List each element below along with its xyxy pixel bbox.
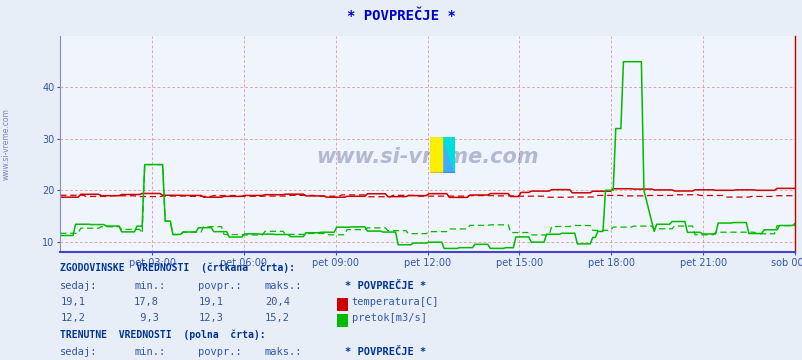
- Text: pretok[m3/s]: pretok[m3/s]: [351, 313, 426, 323]
- Bar: [429, 137, 442, 173]
- Text: 17,8: 17,8: [134, 297, 159, 307]
- Text: TRENUTNE  VREDNOSTI  (polna  črta):: TRENUTNE VREDNOSTI (polna črta):: [60, 329, 265, 340]
- Text: sedaj:: sedaj:: [60, 281, 98, 291]
- Text: 9,3: 9,3: [134, 313, 159, 323]
- Text: maks.:: maks.:: [265, 347, 302, 357]
- Text: 15,2: 15,2: [265, 313, 290, 323]
- Polygon shape: [442, 137, 455, 173]
- Bar: [442, 137, 455, 173]
- Text: min.:: min.:: [134, 281, 165, 291]
- Text: 20,4: 20,4: [265, 297, 290, 307]
- Text: * POVPREČJE *: * POVPREČJE *: [346, 9, 456, 23]
- Text: www.si-vreme.com: www.si-vreme.com: [2, 108, 11, 180]
- Text: ZGODOVINSKE  VREDNOSTI  (črtkana  črta):: ZGODOVINSKE VREDNOSTI (črtkana črta):: [60, 263, 295, 273]
- Text: * POVPREČJE *: * POVPREČJE *: [345, 281, 426, 291]
- Text: 19,1: 19,1: [60, 297, 85, 307]
- Text: * POVPREČJE *: * POVPREČJE *: [345, 347, 426, 357]
- Text: maks.:: maks.:: [265, 281, 302, 291]
- Text: temperatura[C]: temperatura[C]: [351, 297, 439, 307]
- Text: min.:: min.:: [134, 347, 165, 357]
- Text: sedaj:: sedaj:: [60, 347, 98, 357]
- Text: www.si-vreme.com: www.si-vreme.com: [316, 147, 538, 167]
- Text: povpr.:: povpr.:: [198, 281, 241, 291]
- Polygon shape: [429, 137, 442, 173]
- Text: povpr.:: povpr.:: [198, 347, 241, 357]
- Text: 12,2: 12,2: [60, 313, 85, 323]
- Text: 12,3: 12,3: [198, 313, 223, 323]
- Text: 19,1: 19,1: [198, 297, 223, 307]
